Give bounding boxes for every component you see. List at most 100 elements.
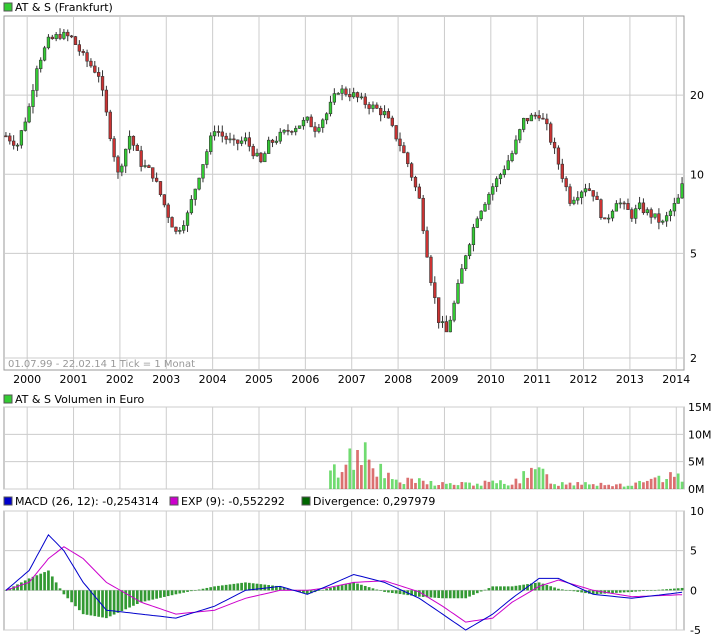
divergence-bar — [85, 590, 89, 615]
candle-body — [440, 321, 445, 323]
volume-bar — [615, 484, 618, 489]
divergence-bar — [375, 589, 379, 591]
volume-bar — [626, 485, 630, 489]
candle-body — [649, 209, 653, 218]
divergence-bar — [448, 590, 452, 599]
divergence-bar — [39, 573, 43, 591]
candle-body — [348, 94, 352, 98]
volume-bar — [618, 483, 622, 489]
candle-body — [197, 177, 201, 190]
divergence-bar — [155, 590, 158, 599]
divergence-bar — [329, 587, 332, 591]
volume-bar — [402, 484, 406, 489]
divergence-bar — [553, 587, 556, 591]
divergence-bar — [487, 588, 491, 591]
candle-body — [112, 138, 116, 158]
divergence-bar — [35, 575, 39, 591]
candle-body — [69, 35, 74, 38]
candle-body — [66, 31, 70, 37]
divergence-bar — [54, 582, 58, 591]
candle-body — [324, 113, 329, 121]
price-title: AT & S (Frankfurt) — [15, 1, 113, 14]
candle-body — [533, 114, 537, 117]
candle-body — [309, 116, 313, 128]
candle-body — [317, 127, 321, 132]
candle-body — [139, 150, 143, 167]
divergence-bar — [317, 590, 321, 591]
divergence-bar — [452, 590, 456, 599]
candle-body — [494, 178, 499, 187]
candle-body — [537, 115, 541, 119]
volume-bar — [576, 482, 580, 489]
candle-body — [522, 117, 526, 130]
candle-body — [375, 104, 379, 109]
volume-bar — [340, 472, 344, 489]
divergence-bar — [410, 590, 413, 596]
candle-body — [637, 202, 642, 209]
candle-body — [603, 217, 607, 220]
volume-bar — [549, 483, 553, 489]
divergence-bar — [564, 589, 568, 591]
candle-body — [379, 108, 383, 116]
candle-body — [610, 210, 615, 219]
candle-body — [579, 191, 584, 198]
candle-body — [270, 139, 275, 143]
candle-body — [371, 104, 375, 109]
candle-body — [100, 76, 105, 91]
divergence-bar — [286, 588, 290, 591]
divergence-bar — [151, 590, 155, 600]
candle-body — [267, 139, 271, 154]
divergence-bar — [506, 586, 510, 591]
candle-body — [174, 226, 178, 232]
volume-bar — [672, 476, 676, 489]
candle-body — [498, 174, 503, 180]
candle-body — [39, 59, 43, 69]
divergence-bar — [630, 590, 634, 592]
range-label: 01.07.99 - 22.02.14 1 Tick = 1 Monat — [8, 359, 195, 370]
divergence-bar — [433, 590, 437, 598]
candle-body — [297, 125, 302, 129]
candle-body — [525, 117, 530, 122]
divergence-bar — [66, 590, 70, 599]
volume-bar — [522, 471, 526, 489]
candle-body — [143, 165, 147, 167]
divergence-bar — [464, 590, 468, 599]
candle-body — [97, 72, 101, 77]
divergence-bar — [321, 589, 325, 591]
divergence-bar — [680, 587, 684, 591]
divergence-bar — [193, 590, 197, 591]
divergence-bar — [240, 582, 243, 591]
candle-body — [332, 93, 336, 103]
candle-body — [154, 177, 159, 182]
divergence-bar — [502, 586, 506, 591]
volume-bar — [356, 449, 359, 489]
candle-body — [15, 144, 20, 147]
divergence-bar — [89, 590, 93, 616]
volume-bar — [441, 482, 444, 489]
candle-body — [618, 202, 622, 205]
candle-body — [541, 117, 545, 120]
candle-body — [216, 131, 221, 133]
candle-body — [444, 321, 449, 333]
divergence-bar — [479, 590, 483, 592]
candle-body — [135, 144, 139, 151]
divergence-bar — [367, 587, 371, 591]
x-tick-label: 2014 — [662, 373, 690, 386]
candle-body — [668, 210, 673, 216]
volume-bar — [468, 482, 471, 489]
volume-plot-area — [3, 406, 685, 490]
divergence-bar — [522, 584, 526, 591]
divergence-bar — [232, 583, 236, 591]
macd-y-tick: 5 — [690, 545, 697, 558]
volume-grid — [4, 406, 684, 490]
x-tick-label: 2002 — [106, 373, 134, 386]
price-grid — [4, 16, 684, 370]
divergence-bar — [170, 590, 174, 596]
volume-bar — [587, 484, 591, 489]
candle-body — [680, 183, 684, 199]
candle-body — [595, 195, 599, 200]
candle-body — [274, 140, 279, 143]
divergence-bar — [62, 590, 66, 595]
candle-body — [104, 89, 109, 113]
volume-bar — [433, 485, 437, 489]
